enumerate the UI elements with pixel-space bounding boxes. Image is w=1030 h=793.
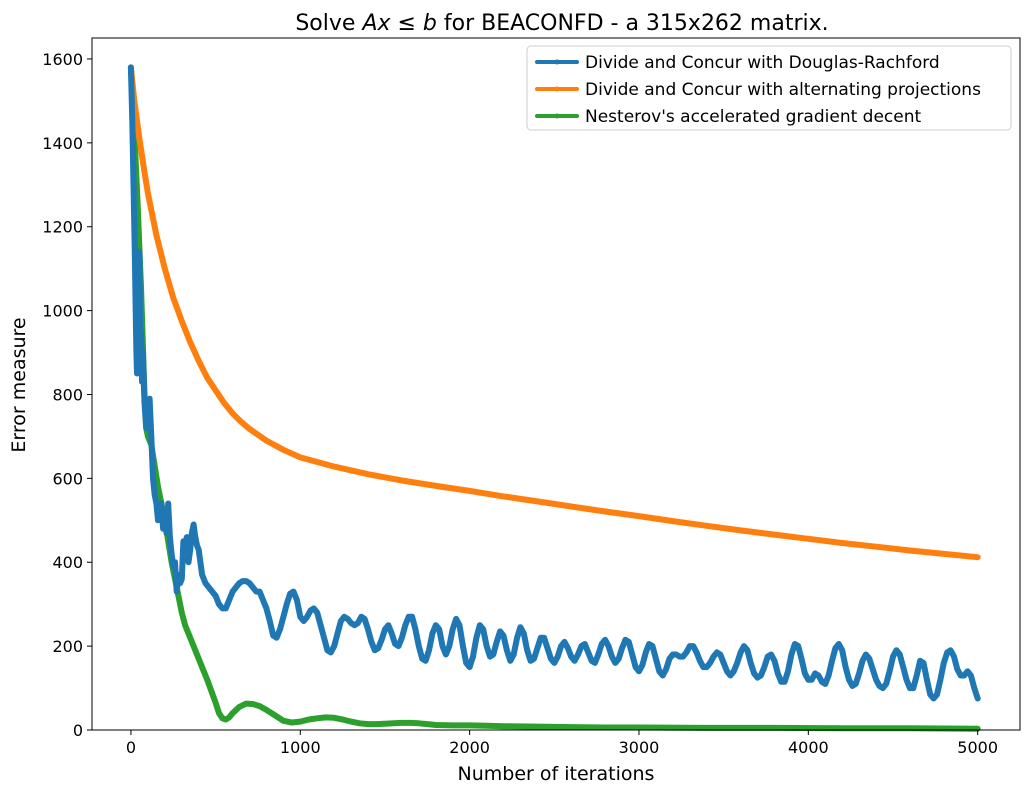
plot-frame — [91, 37, 1021, 731]
y-tick-label: 1200 — [42, 218, 83, 237]
y-tick-label: 800 — [52, 385, 83, 404]
axes: 0 1000 2000 3000 4000 5000 0 200 400 600 800 1000 12… — [42, 50, 998, 757]
x-tick-label: 4000 — [788, 738, 829, 757]
legend-marker-2 — [554, 86, 560, 92]
series-line-2 — [127, 64, 981, 561]
series-line-1 — [127, 64, 981, 702]
legend-box — [526, 45, 1012, 131]
series-group — [127, 64, 981, 732]
y-tick-label: 1400 — [42, 134, 83, 153]
x-tick-label: 5000 — [957, 738, 998, 757]
y-tick-label: 1600 — [42, 50, 83, 69]
y-tick-label: 200 — [52, 637, 83, 656]
chart-title: Solve Ax ≤ b for BEACONFD - a 315x262 ma… — [295, 11, 828, 36]
x-tick-label: 0 — [126, 738, 136, 757]
x-tick-label: 1000 — [280, 738, 321, 757]
legend-label-1: Divide and Concur with Douglas-Rachford — [585, 53, 940, 73]
y-tick-label: 0 — [73, 721, 83, 740]
legend-label-2: Divide and Concur with alternating proje… — [585, 80, 981, 100]
legend-marker-3 — [554, 113, 560, 119]
y-tick-label: 400 — [52, 553, 83, 572]
legend-label-3: Nesterov's accelerated gradient decent — [585, 107, 921, 127]
y-axis-title: Error measure — [8, 317, 30, 452]
x-axis-title: Number of iterations — [458, 763, 655, 785]
legend-marker-1 — [554, 59, 560, 65]
x-tick-label: 2000 — [449, 738, 490, 757]
legend: Divide and Concur with Douglas-Rachford D… — [526, 45, 1012, 131]
x-tick-label: 3000 — [619, 738, 660, 757]
y-tick-label: 1000 — [42, 302, 83, 321]
y-tick-label: 600 — [52, 469, 83, 488]
